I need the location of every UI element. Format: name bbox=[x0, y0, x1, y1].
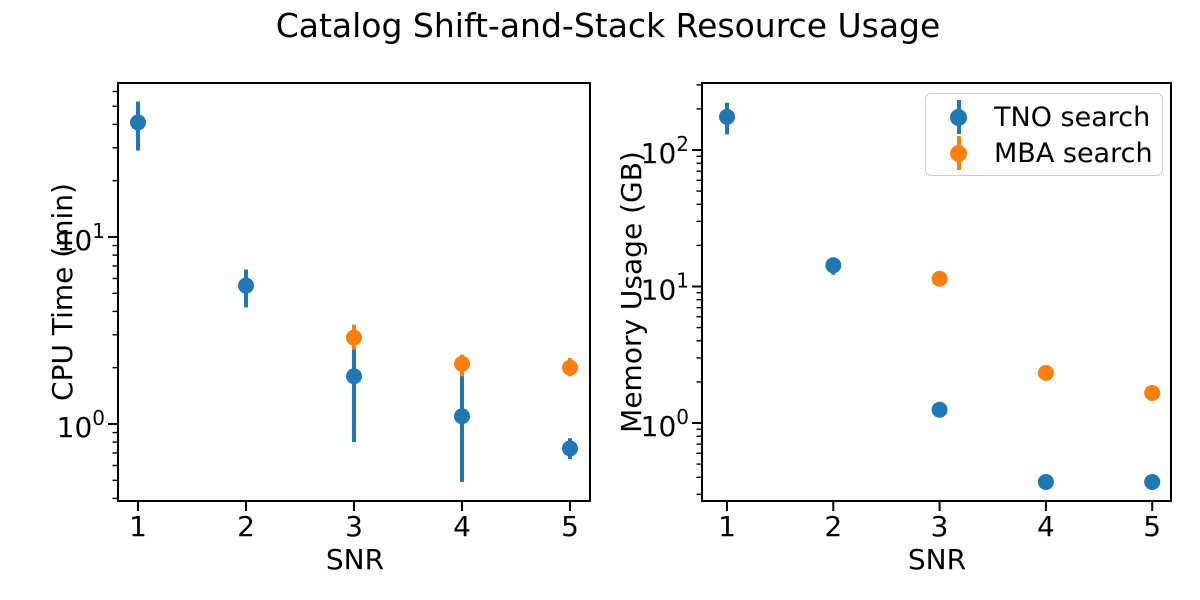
memory-usage-plot: 1 2 3 4 5 100 101 102 bbox=[641, 82, 1172, 543]
memory-axis-label: Memory Usage (GB) bbox=[615, 151, 648, 433]
legend-item-tno-search: TNO search bbox=[926, 99, 1162, 135]
figure-title: Catalog Shift-and-Stack Resource Usage bbox=[275, 6, 941, 45]
legend-label-tno: TNO search bbox=[994, 101, 1151, 133]
svg-text:5: 5 bbox=[1143, 510, 1161, 543]
cpu-time-axis-label: CPU Time (min) bbox=[46, 183, 79, 401]
legend: TNO search MBA search bbox=[925, 93, 1163, 176]
mba-marker-dot bbox=[950, 144, 967, 162]
mba-errorbar-marker-icon bbox=[950, 136, 967, 170]
memory-snr-label: SNR bbox=[907, 543, 967, 576]
legend-label-mba: MBA search bbox=[994, 137, 1153, 169]
svg-text:5: 5 bbox=[561, 510, 579, 543]
svg-text:3: 3 bbox=[931, 510, 949, 543]
svg-text:2: 2 bbox=[824, 510, 842, 543]
svg-text:4: 4 bbox=[453, 510, 471, 543]
svg-text:2: 2 bbox=[237, 510, 255, 543]
svg-text:100: 100 bbox=[57, 406, 105, 444]
tno-marker-dot bbox=[950, 108, 967, 126]
legend-item-mba-search: MBA search bbox=[926, 135, 1162, 171]
svg-text:100: 100 bbox=[641, 405, 689, 443]
cpu-time-plot: 1 2 3 4 5 100 101 bbox=[57, 82, 591, 543]
svg-text:1: 1 bbox=[129, 510, 147, 543]
svg-text:101: 101 bbox=[57, 219, 105, 257]
svg-text:102: 102 bbox=[641, 132, 689, 170]
svg-text:1: 1 bbox=[718, 510, 736, 543]
cpu-time-snr-label: SNR bbox=[325, 543, 385, 576]
tno-errorbar-marker-icon bbox=[950, 100, 967, 134]
svg-text:3: 3 bbox=[345, 510, 363, 543]
svg-text:101: 101 bbox=[641, 269, 689, 307]
svg-text:4: 4 bbox=[1037, 510, 1055, 543]
